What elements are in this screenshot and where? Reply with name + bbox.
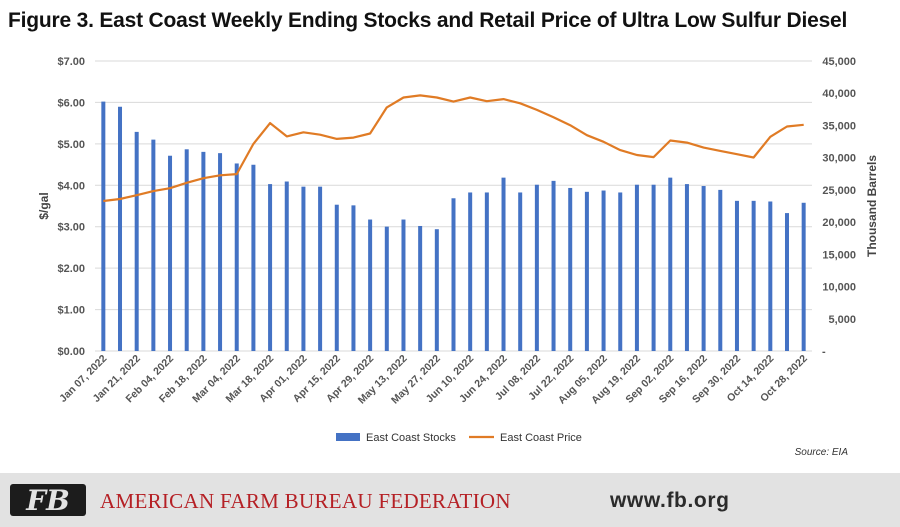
y-right-tick-label: 45,000	[822, 56, 856, 68]
stocks-bar	[568, 187, 573, 351]
stocks-bar	[151, 139, 156, 351]
y-right-tick-label: 5,000	[828, 314, 856, 326]
stocks-bar	[368, 219, 373, 351]
y-left-tick-label: $4.00	[57, 180, 85, 192]
organization-name: AMERICAN FARM BUREAU FEDERATION	[100, 489, 511, 513]
y-left-tick-label: $1.00	[57, 305, 85, 317]
combo-chart: $0.00 $1.00 $2.00 $3.00 $4.00 $5.00 $6.00 $7.00…	[37, 56, 879, 444]
price-line	[103, 94, 804, 203]
stocks-bar	[601, 190, 606, 351]
stocks-bar	[434, 229, 439, 351]
stocks-bar	[318, 186, 323, 351]
y-right-axis-title: Thousand Barrels	[865, 155, 879, 257]
stocks-bar	[101, 101, 106, 351]
source-note: Source: EIA	[794, 447, 848, 458]
stocks-bar	[284, 181, 289, 351]
stocks-bar	[384, 226, 389, 351]
y-left-tick-label: $3.00	[57, 222, 85, 234]
legend-label-stocks: East Coast Stocks	[366, 432, 456, 444]
stocks-bar	[718, 189, 723, 351]
stocks-bar	[518, 192, 523, 351]
stocks-bar	[668, 177, 673, 351]
y-right-tick-label: 40,000	[822, 88, 856, 100]
y-left-tick-label: $5.00	[57, 139, 85, 151]
stocks-bar	[584, 191, 589, 351]
stocks-bar	[301, 186, 306, 351]
legend-swatch-stocks	[336, 433, 360, 441]
y-right-tick-label: 35,000	[822, 120, 856, 132]
y-right-tick-label: 10,000	[822, 282, 856, 294]
y-right-tick-label: 30,000	[822, 153, 856, 165]
y-left-tick-label: $7.00	[57, 56, 85, 68]
website-url: www.fb.org	[610, 489, 730, 512]
chart-title: Figure 3. East Coast Weekly Ending Stock…	[8, 9, 848, 32]
stocks-bar	[234, 163, 239, 351]
stocks-bar	[418, 225, 423, 351]
stocks-bar	[534, 184, 539, 351]
stocks-bar	[134, 131, 139, 351]
stocks-bar	[618, 192, 623, 351]
stocks-bar	[401, 219, 406, 351]
stocks-bar	[351, 205, 356, 351]
y-left-axis-title: $/gal	[37, 192, 51, 219]
stocks-bar	[551, 180, 556, 351]
stocks-bar	[501, 177, 506, 351]
stocks-bar	[684, 184, 689, 351]
stocks-bar	[484, 192, 489, 351]
y-right-tick-label: -	[822, 346, 826, 358]
y-right-tick-label: 20,000	[822, 217, 856, 229]
stocks-bar	[218, 153, 223, 351]
stocks-bar	[801, 202, 806, 351]
footer-bar	[0, 473, 900, 527]
legend-label-price: East Coast Price	[500, 432, 582, 444]
svg-text:FB: FB	[25, 484, 70, 517]
stocks-bar	[734, 200, 739, 351]
y-right-tick-label: 15,000	[822, 249, 856, 261]
stocks-bar	[784, 213, 789, 351]
stocks-bar	[334, 204, 339, 351]
y-left-tick-label: $2.00	[57, 263, 85, 275]
stocks-bar	[768, 201, 773, 351]
stocks-bar	[468, 192, 473, 351]
stocks-bar	[701, 186, 706, 351]
stocks-bar	[634, 184, 639, 351]
stocks-bar	[201, 151, 206, 351]
stocks-bar	[451, 198, 456, 351]
farm-bureau-logo-icon: FB	[10, 484, 86, 517]
stocks-bar	[184, 149, 189, 351]
stocks-bar	[651, 184, 656, 351]
stocks-bar	[268, 184, 273, 351]
stocks-bar	[751, 200, 756, 351]
stocks-bar	[168, 155, 173, 351]
y-left-tick-label: $6.00	[57, 97, 85, 109]
y-right-tick-label: 25,000	[822, 185, 856, 197]
stocks-bar	[118, 106, 123, 351]
stocks-bar	[251, 164, 256, 351]
y-left-tick-label: $0.00	[57, 346, 85, 358]
